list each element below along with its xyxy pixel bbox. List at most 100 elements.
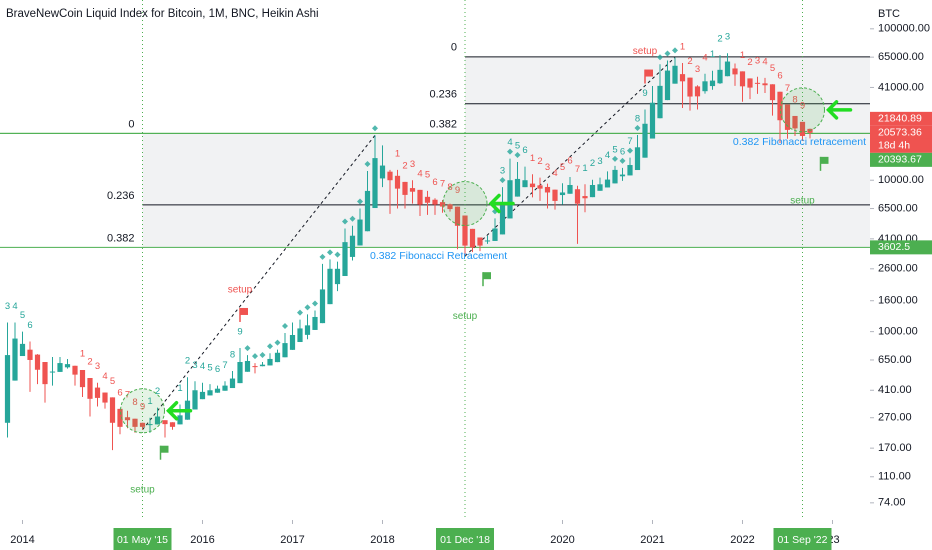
candle-body bbox=[784, 104, 791, 130]
td-count: 3 bbox=[695, 64, 700, 75]
close-tag-box bbox=[870, 125, 932, 140]
level-tag: 20393.67 bbox=[878, 154, 922, 166]
candle-body bbox=[297, 328, 303, 343]
td-count: 6 bbox=[27, 320, 32, 331]
candle-body bbox=[12, 338, 18, 381]
setup-marker bbox=[499, 177, 506, 184]
candle-body bbox=[724, 61, 731, 77]
td-count: 5 bbox=[425, 169, 430, 180]
setup-marker bbox=[342, 218, 348, 225]
td-count: 7 bbox=[627, 136, 632, 147]
highlight-date: 01 May '15 bbox=[117, 534, 168, 546]
candle-body bbox=[762, 83, 768, 86]
candle-body bbox=[567, 184, 573, 194]
candle-body bbox=[417, 189, 423, 205]
candle-body bbox=[522, 180, 528, 188]
candle-body bbox=[544, 186, 551, 193]
y-tick-label: 410.00 bbox=[878, 384, 912, 396]
setup-marker bbox=[657, 54, 663, 61]
setup-marker bbox=[244, 345, 251, 352]
candle-body bbox=[394, 175, 401, 189]
td-count: 8 bbox=[132, 397, 137, 408]
td-count: 4 bbox=[762, 56, 767, 67]
y-tick-label: 650.00 bbox=[878, 354, 912, 366]
candle-body bbox=[222, 385, 228, 391]
candle-body bbox=[732, 68, 738, 75]
highlight-date-box bbox=[436, 528, 494, 550]
candle-body bbox=[664, 70, 671, 101]
candle-body bbox=[672, 65, 678, 84]
candle-body bbox=[402, 181, 408, 195]
setup-marker bbox=[259, 352, 266, 359]
td-count: 3 bbox=[597, 156, 602, 167]
candle-body bbox=[439, 202, 446, 207]
td-count: 3 bbox=[755, 55, 760, 66]
td-count: 9 bbox=[455, 185, 460, 196]
td-count: 1 bbox=[530, 153, 535, 164]
td-count: 7 bbox=[575, 164, 580, 175]
candle-body bbox=[289, 335, 296, 350]
candle-body bbox=[754, 82, 761, 84]
highlight-date-box bbox=[113, 528, 172, 550]
candle-body bbox=[559, 192, 566, 196]
y-tick-label: 1600.00 bbox=[878, 295, 918, 307]
td-count: 6 bbox=[620, 146, 625, 157]
fib-annotation: 0.382 Fibonacci Retracement bbox=[370, 250, 507, 262]
td-count: 6 bbox=[432, 177, 437, 188]
open-tag: 21840.89 bbox=[878, 113, 922, 125]
candle-body bbox=[552, 189, 558, 201]
candle-body bbox=[244, 360, 251, 372]
y-tick-label: 100000.00 bbox=[878, 23, 930, 35]
countdown-tag-box bbox=[870, 138, 932, 153]
candle-body bbox=[177, 415, 183, 425]
setup-label: setup bbox=[228, 285, 253, 296]
candle-body bbox=[477, 237, 483, 246]
y-tick-label: 110.00 bbox=[878, 471, 911, 483]
candle-body bbox=[687, 77, 693, 97]
x-tick-label: 2018 bbox=[370, 534, 394, 546]
level-tag-box bbox=[870, 240, 932, 255]
flag bbox=[820, 156, 829, 164]
candle-body bbox=[379, 165, 386, 179]
td-count: 6 bbox=[567, 156, 572, 167]
candle-body bbox=[357, 219, 363, 246]
candle-body bbox=[102, 392, 108, 403]
setup-marker bbox=[612, 155, 618, 162]
td-count: 6 bbox=[522, 145, 527, 156]
setup-marker bbox=[252, 353, 258, 360]
td-count: 5 bbox=[560, 162, 565, 173]
candle-body bbox=[612, 169, 618, 184]
td-count: 7 bbox=[222, 360, 227, 371]
flag bbox=[160, 445, 169, 453]
candle-body bbox=[319, 289, 326, 324]
currency-label: BTC bbox=[878, 8, 900, 20]
candle-body bbox=[79, 369, 86, 388]
candle-body bbox=[49, 371, 56, 373]
td-count: 4 bbox=[200, 361, 205, 372]
candle-body bbox=[739, 71, 746, 87]
candle-body bbox=[619, 174, 626, 177]
td-count: 3 bbox=[5, 301, 10, 312]
x-tick-label: 2020 bbox=[550, 534, 574, 546]
candle-body bbox=[462, 215, 468, 246]
candle-body bbox=[334, 268, 341, 285]
setup-label: setup bbox=[453, 311, 478, 322]
fib-level-label: 0.236 bbox=[107, 190, 135, 202]
y-tick-label: 41000.00 bbox=[878, 81, 924, 93]
y-tick-label: 6500.00 bbox=[878, 202, 918, 214]
td-count: 4 bbox=[507, 137, 512, 148]
fib-zone bbox=[142, 133, 870, 248]
candle-body bbox=[537, 185, 543, 189]
td-count: 2 bbox=[717, 34, 722, 45]
setup-marker bbox=[672, 47, 678, 54]
candle-body bbox=[312, 316, 318, 330]
candle-body bbox=[237, 362, 243, 384]
candle-body bbox=[627, 165, 633, 176]
td-count: 8 bbox=[635, 113, 640, 124]
highlight-date-box bbox=[773, 528, 832, 550]
candle-body bbox=[57, 363, 63, 372]
setup-marker bbox=[364, 161, 371, 168]
td-count: 5 bbox=[207, 363, 212, 374]
td-count: 6 bbox=[215, 364, 220, 375]
